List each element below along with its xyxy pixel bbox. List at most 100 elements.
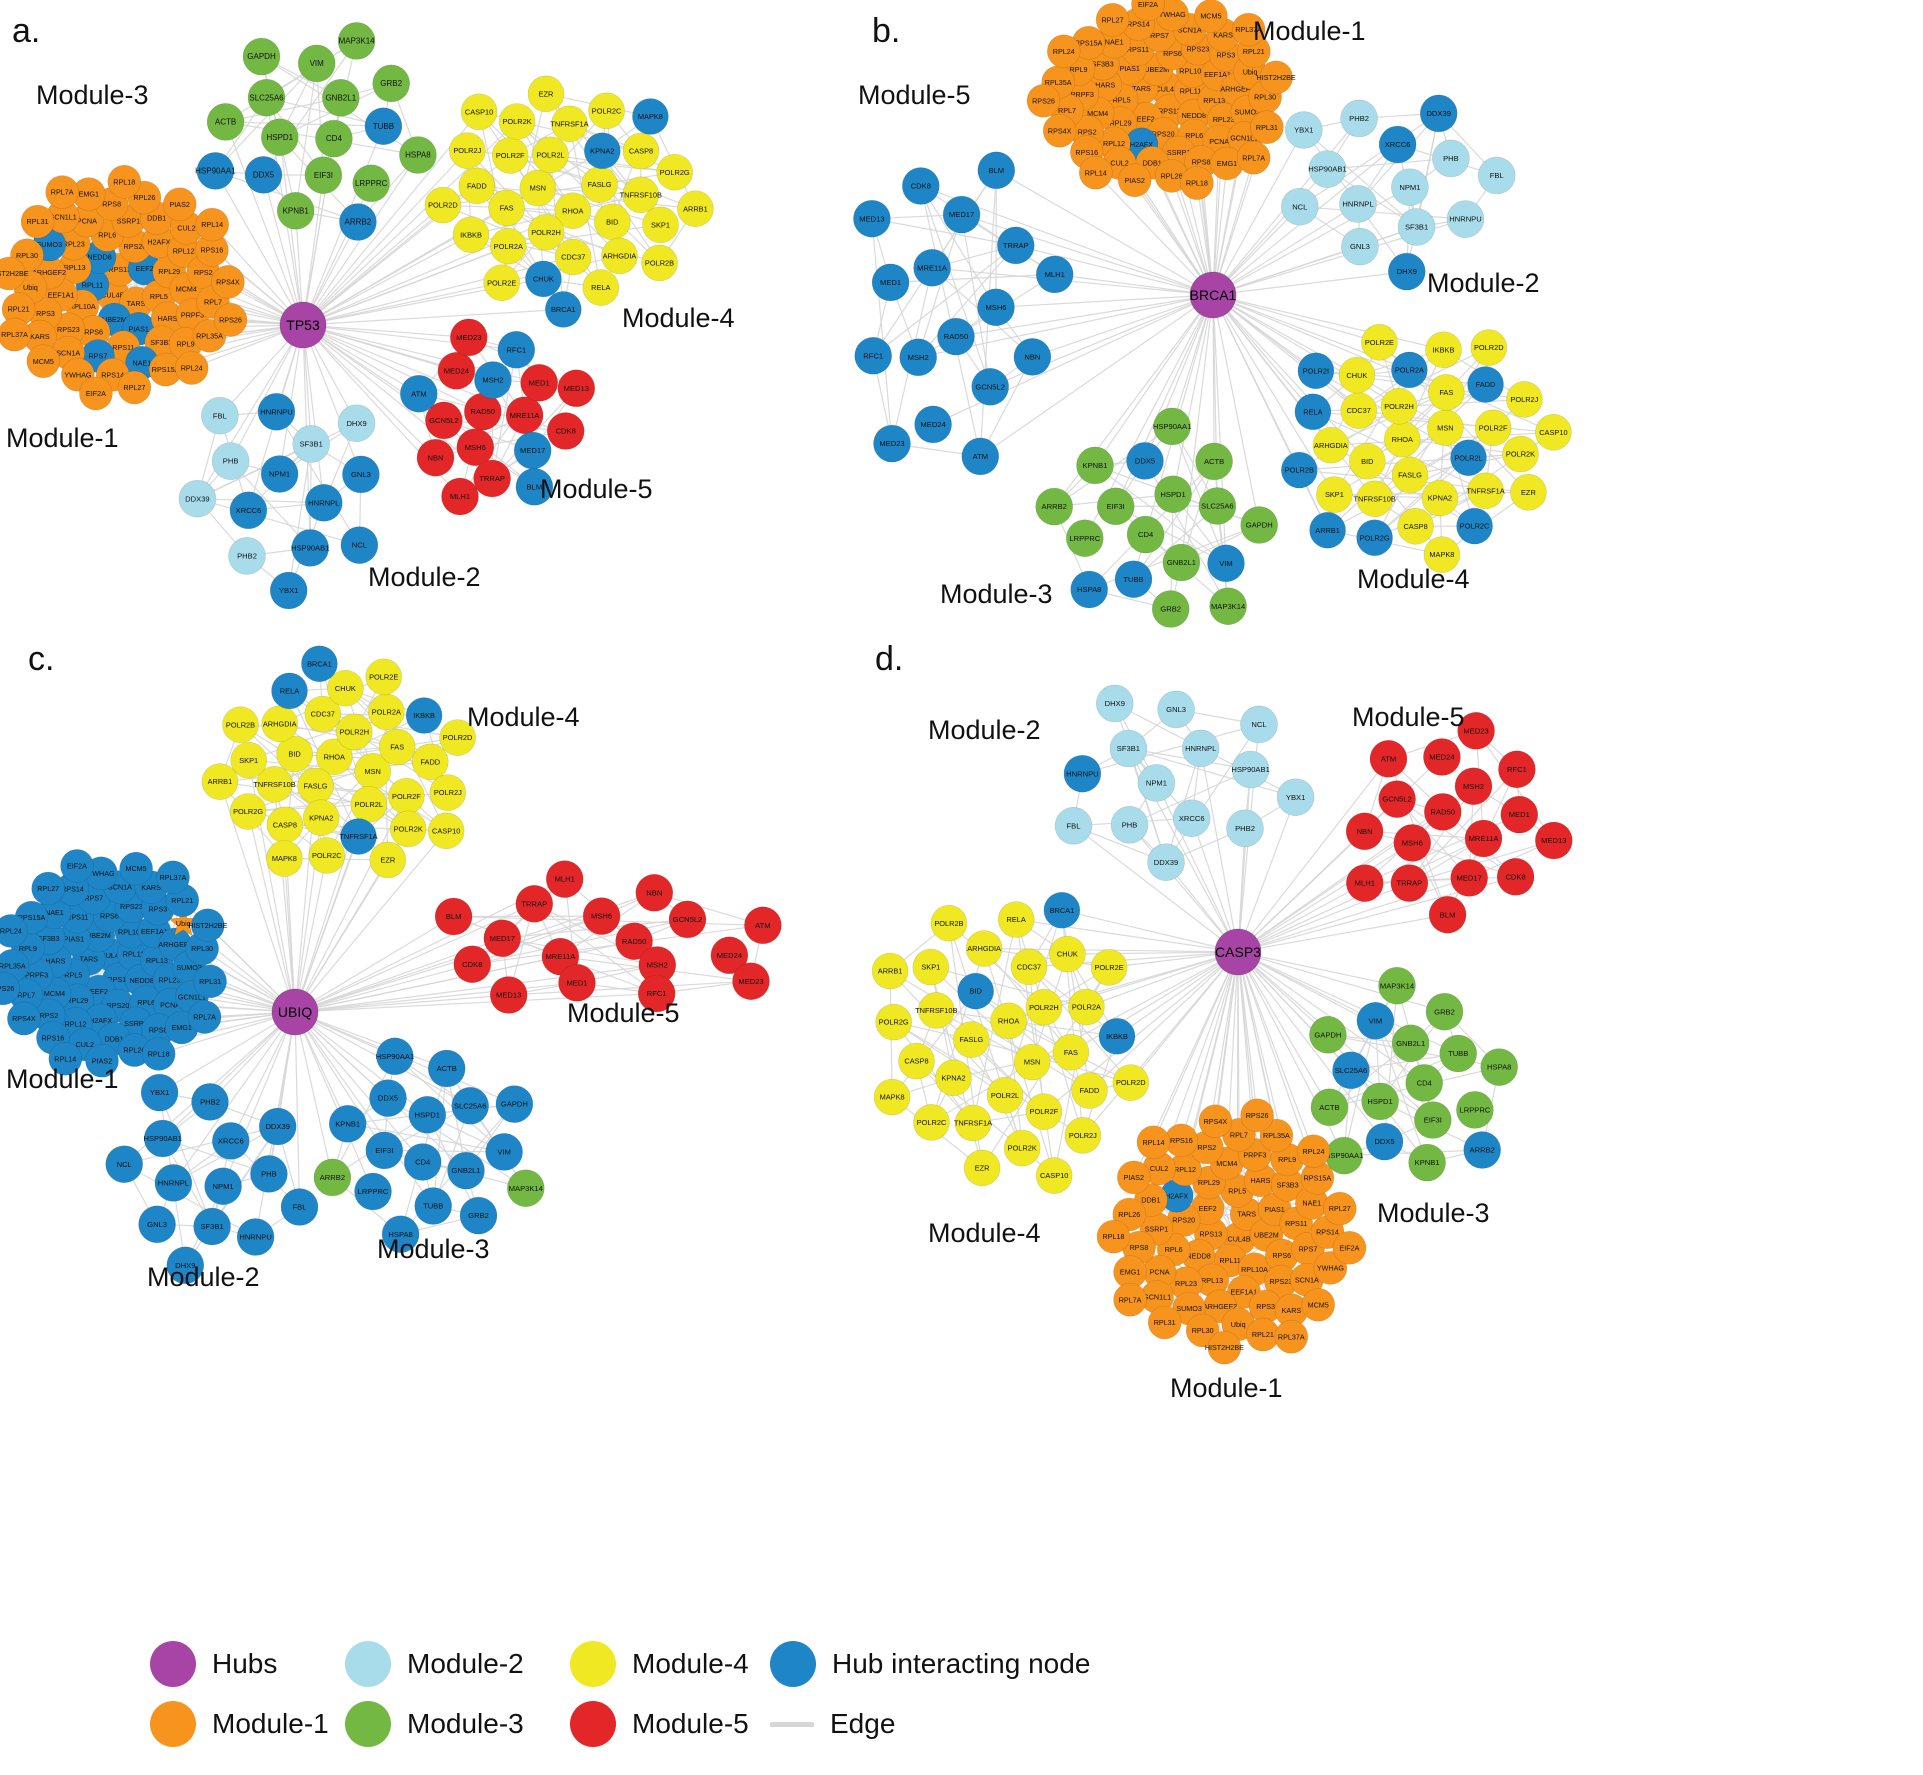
gene-node-MED23[interactable]: MED23 — [449, 318, 488, 357]
gene-node-FBL[interactable]: FBL — [201, 396, 239, 435]
gene-node-VIM[interactable]: VIM — [297, 44, 336, 83]
gene-node-MED17[interactable]: MED17 — [513, 431, 552, 470]
gene-node-RPL18[interactable]: RPL18 — [141, 1037, 176, 1071]
gene-node-MSN[interactable]: MSN — [519, 169, 557, 207]
gene-node-BID[interactable]: BID — [1349, 442, 1386, 480]
gene-node-HNRNPU[interactable]: HNRNPU — [236, 1218, 275, 1256]
gene-node-GNL3[interactable]: GNL3 — [342, 455, 380, 494]
gene-node-POLR2A[interactable]: POLR2A — [1391, 351, 1428, 389]
gene-node-CHUK[interactable]: CHUK — [1049, 935, 1086, 973]
gene-node-PIAS2[interactable]: PIAS2 — [1117, 163, 1152, 197]
gene-node-FADD[interactable]: FADD — [458, 167, 496, 205]
gene-node-EIF2A[interactable]: EIF2A — [60, 849, 94, 883]
gene-node-POLR2E[interactable]: POLR2E — [1090, 949, 1128, 986]
gene-node-EZR[interactable]: EZR — [963, 1149, 1001, 1187]
gene-node-CDC37[interactable]: CDC37 — [1010, 948, 1048, 986]
gene-node-FAS[interactable]: FAS — [1428, 374, 1465, 411]
gene-node-NBN[interactable]: NBN — [1345, 812, 1384, 851]
gene-node-ACTB[interactable]: ACTB — [1310, 1088, 1349, 1127]
gene-node-MED13[interactable]: MED13 — [489, 976, 528, 1014]
gene-node-MAP3K14[interactable]: MAP3K14 — [337, 22, 376, 60]
gene-node-FBL[interactable]: FBL — [280, 1188, 319, 1226]
gene-node-SLC25A6[interactable]: SLC25A6 — [1332, 1051, 1370, 1090]
gene-node-MSH6[interactable]: MSH6 — [582, 897, 621, 935]
gene-node-PIAS2[interactable]: PIAS2 — [162, 187, 197, 222]
gene-node-HSPD1[interactable]: HSPD1 — [408, 1096, 447, 1134]
gene-node-NPM1[interactable]: NPM1 — [1391, 168, 1429, 206]
gene-node-HSP90AA1[interactable]: HSP90AA1 — [376, 1037, 414, 1076]
gene-node-RPL14[interactable]: RPL14 — [195, 207, 229, 242]
gene-node-CDK8[interactable]: CDK8 — [546, 412, 585, 450]
gene-node-HSP90AB1[interactable]: HSP90AB1 — [1308, 150, 1347, 188]
gene-node-RPL27[interactable]: RPL27 — [1323, 1191, 1357, 1226]
gene-node-POLR2G[interactable]: POLR2G — [1356, 519, 1393, 557]
gene-node-RELA[interactable]: RELA — [582, 269, 620, 306]
gene-node-HSPD1[interactable]: HSPD1 — [260, 118, 299, 156]
gene-node-RPL31[interactable]: RPL31 — [193, 964, 227, 999]
gene-node-POLR2B[interactable]: POLR2B — [222, 706, 259, 744]
gene-node-MED24[interactable]: MED24 — [914, 405, 952, 444]
gene-node-ATM[interactable]: ATM — [961, 437, 1000, 476]
gene-node-RPS4X[interactable]: RPS4X — [1042, 113, 1077, 148]
gene-node-RPS26[interactable]: RPS26 — [213, 303, 248, 337]
gene-node-POLR2B[interactable]: POLR2B — [641, 244, 678, 282]
gene-node-EZR[interactable]: EZR — [1510, 473, 1547, 511]
gene-node-DDX5[interactable]: DDX5 — [369, 1079, 407, 1117]
gene-node-MSH2[interactable]: MSH2 — [474, 361, 512, 399]
gene-node-GNB2L1[interactable]: GNB2L1 — [1391, 1024, 1430, 1063]
gene-node-GAPDH[interactable]: GAPDH — [242, 37, 281, 76]
gene-node-HSP90AB1[interactable]: HSP90AB1 — [1231, 750, 1270, 789]
gene-node-RPL18[interactable]: RPL18 — [1180, 166, 1214, 200]
gene-node-TUBB[interactable]: TUBB — [1114, 560, 1153, 599]
gene-node-CASP10[interactable]: CASP10 — [1535, 413, 1572, 451]
gene-node-PHB2[interactable]: PHB2 — [1340, 99, 1378, 138]
gene-node-MCM5[interactable]: MCM5 — [26, 344, 61, 379]
gene-node-CASP10[interactable]: CASP10 — [427, 812, 465, 850]
gene-node-SF3B1[interactable]: SF3B1 — [1109, 729, 1148, 768]
gene-node-MLH1[interactable]: MLH1 — [441, 477, 479, 516]
gene-node-ARHGDIA[interactable]: ARHGDIA — [965, 930, 1003, 967]
gene-node-CHUK[interactable]: CHUK — [1338, 356, 1376, 394]
gene-node-MED13[interactable]: MED13 — [1535, 821, 1573, 860]
gene-node-POLR2C[interactable]: POLR2C — [913, 1104, 950, 1141]
gene-node-CASP8[interactable]: CASP8 — [622, 132, 660, 170]
gene-node-RELA[interactable]: RELA — [1294, 393, 1332, 431]
gene-node-ACTB[interactable]: ACTB — [1195, 442, 1233, 481]
gene-node-YBX1[interactable]: YBX1 — [269, 571, 308, 610]
gene-node-NCL[interactable]: NCL — [1281, 187, 1319, 226]
gene-node-RPL14[interactable]: RPL14 — [1136, 1125, 1171, 1160]
gene-node-CD4[interactable]: CD4 — [315, 119, 353, 158]
gene-node-IKBKB[interactable]: IKBKB — [405, 697, 443, 734]
gene-node-POLR2H[interactable]: POLR2H — [527, 213, 565, 251]
gene-node-EIF3I[interactable]: EIF3I — [365, 1131, 404, 1170]
gene-node-CDK8[interactable]: CDK8 — [453, 945, 492, 984]
gene-node-YBX1[interactable]: YBX1 — [140, 1073, 179, 1112]
gene-node-FASLG[interactable]: FASLG — [1391, 456, 1429, 494]
gene-node-RELA[interactable]: RELA — [271, 672, 308, 710]
gene-node-POLR2H[interactable]: POLR2H — [1025, 988, 1063, 1026]
gene-node-LRPPRC[interactable]: LRPPRC — [1456, 1091, 1494, 1129]
gene-node-GNL3[interactable]: GNL3 — [1341, 227, 1379, 266]
gene-node-VIM[interactable]: VIM — [1207, 544, 1245, 583]
gene-node-XRCC6[interactable]: XRCC6 — [1378, 125, 1417, 164]
gene-node-LRPPRC[interactable]: LRPPRC — [354, 1172, 392, 1211]
gene-node-TUBB[interactable]: TUBB — [364, 107, 403, 145]
gene-node-SF3B1[interactable]: SF3B1 — [1397, 208, 1436, 246]
gene-node-GNL3[interactable]: GNL3 — [1157, 690, 1195, 729]
gene-node-POLR2F[interactable]: POLR2F — [1025, 1093, 1063, 1130]
gene-node-BID[interactable]: BID — [957, 972, 995, 1010]
gene-node-POLR2A[interactable]: POLR2A — [1068, 988, 1105, 1026]
gene-node-PHB2[interactable]: PHB2 — [1226, 809, 1264, 848]
gene-node-POLR2G[interactable]: POLR2G — [656, 153, 694, 191]
gene-node-GAPDH[interactable]: GAPDH — [1240, 506, 1278, 544]
gene-node-BID[interactable]: BID — [593, 203, 631, 241]
gene-node-ARRB1[interactable]: ARRB1 — [201, 763, 239, 800]
hub-node-CASP3[interactable]: CASP3 — [1214, 928, 1262, 976]
gene-node-NCL[interactable]: NCL — [340, 526, 379, 564]
gene-node-FAS[interactable]: FAS — [378, 728, 416, 766]
gene-node-HSPD1[interactable]: HSPD1 — [1154, 475, 1192, 514]
gene-node-ARHGDIA[interactable]: ARHGDIA — [601, 237, 638, 275]
gene-node-FADD[interactable]: FADD — [1467, 366, 1504, 403]
gene-node-POLR2F[interactable]: POLR2F — [388, 777, 425, 815]
gene-node-DHX9[interactable]: DHX9 — [1096, 684, 1134, 723]
